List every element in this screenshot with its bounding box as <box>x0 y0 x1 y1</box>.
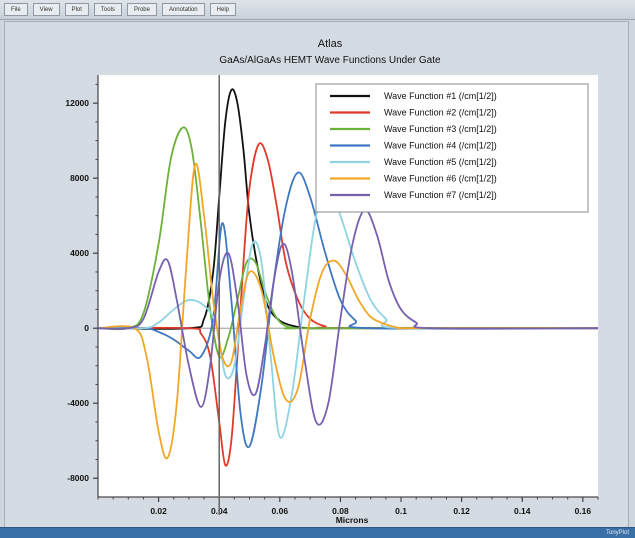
y-tick-label: 4000 <box>70 248 89 258</box>
menu-item-annotation[interactable]: Annotation <box>161 3 205 16</box>
series-line-7 <box>97 209 599 426</box>
legend-label: Wave Function #4 (/cm[1/2]) <box>384 141 497 151</box>
x-axis-label: Microns <box>336 515 369 525</box>
y-tick-label: 8000 <box>70 173 89 183</box>
menu-item-tools[interactable]: Tools <box>93 3 122 16</box>
menu-bar: File View Plot Tools Probe Annotation He… <box>0 0 635 20</box>
status-text: TonyPlot <box>605 530 629 536</box>
legend-label: Wave Function #3 (/cm[1/2]) <box>384 124 497 134</box>
series-line-6 <box>97 162 598 460</box>
menu-item-probe[interactable]: Probe <box>126 3 157 16</box>
series-group <box>97 75 599 515</box>
chart-title: Atlas <box>318 38 343 50</box>
legend-label: Wave Function #1 (/cm[1/2]) <box>384 91 497 101</box>
y-tick-label: -4000 <box>67 398 89 408</box>
series-line-5 <box>97 188 599 439</box>
x-tick-label: 0.16 <box>575 506 592 516</box>
x-tick-label: 0.12 <box>453 506 470 516</box>
legend-label: Wave Function #2 (/cm[1/2]) <box>384 108 497 118</box>
series-line-3 <box>97 126 598 359</box>
y-tick-label: -8000 <box>67 473 89 483</box>
x-tick-label: 0.02 <box>150 506 167 516</box>
chart-subtitle: GaAs/AlGaAs HEMT Wave Functions Under Ga… <box>219 55 441 66</box>
legend-box <box>315 83 589 213</box>
menu-item-plot[interactable]: Plot <box>64 3 89 16</box>
x-tick-label: 0.14 <box>514 506 531 516</box>
legend-label: Wave Function #6 (/cm[1/2]) <box>384 174 497 184</box>
x-tick-label: 0.1 <box>395 506 407 516</box>
legend: Wave Function #1 (/cm[1/2]) Wave Function… <box>315 83 589 213</box>
y-tick-label: 12000 <box>65 98 89 108</box>
x-tick-label: 0.08 <box>332 506 349 516</box>
x-tick-label: 0.06 <box>272 506 289 516</box>
y-tick-label: 0 <box>84 323 89 333</box>
status-bar: TonyPlot <box>0 527 635 538</box>
menu-item-help[interactable]: Help <box>209 3 236 16</box>
legend-label: Wave Function #5 (/cm[1/2]) <box>384 157 497 167</box>
menu-item-view[interactable]: View <box>32 3 60 16</box>
legend-label: Wave Function #7 (/cm[1/2]) <box>384 190 497 200</box>
menu-item-file[interactable]: File <box>4 3 28 16</box>
